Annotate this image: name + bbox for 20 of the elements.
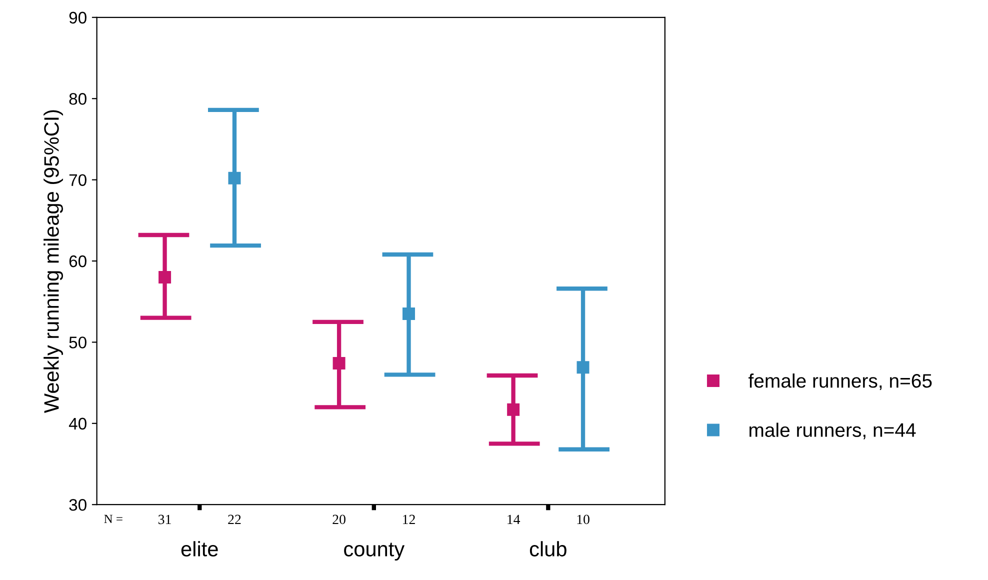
legend-label: male runners, n=44 <box>750 422 916 440</box>
text: 22 <box>228 514 241 524</box>
y-tick-label: 50 <box>69 336 86 348</box>
text: N = <box>104 514 122 524</box>
y-tick-label: 70 <box>69 174 86 186</box>
x-tick-label: county <box>344 542 405 561</box>
text: 10 <box>577 514 590 524</box>
text: 14 <box>508 514 520 524</box>
y-tick-label: 30 <box>69 499 86 511</box>
x-tick-label: club <box>530 541 566 556</box>
legend-label: female runners, n=65 <box>748 373 932 390</box>
text: 20 <box>332 514 346 524</box>
text: 12 <box>403 514 415 524</box>
y-tick-label: 80 <box>69 93 86 105</box>
y-tick-label: 60 <box>69 255 86 268</box>
x-tick-label: elite <box>181 541 218 556</box>
y-tick-label: 90 <box>69 12 86 24</box>
y-axis-title: Weekly running mileage (95%CI) <box>44 110 64 413</box>
y-tick-label: 40 <box>68 418 86 430</box>
text: 31 <box>158 514 171 524</box>
